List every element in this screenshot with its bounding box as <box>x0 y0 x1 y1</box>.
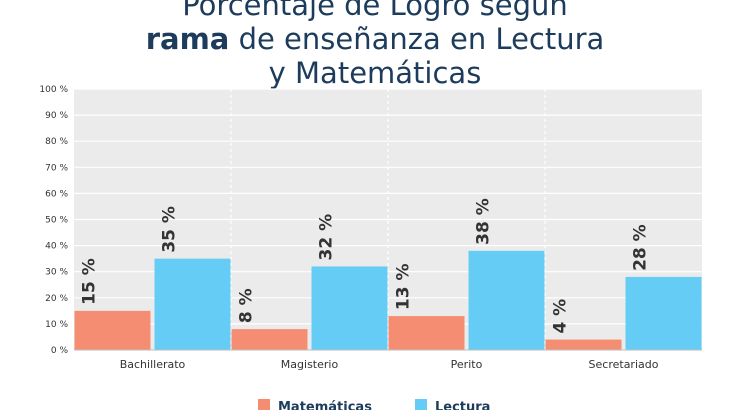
y-tick-label: 40 % <box>45 242 68 252</box>
y-tick-label: 10 % <box>45 320 68 330</box>
x-tick-label: Magisterio <box>281 358 339 371</box>
chart-title: Porcentaje de Logro según rama de enseña… <box>0 0 750 90</box>
bar-lectura <box>468 250 545 350</box>
data-label: 32 % <box>317 214 337 261</box>
y-tick-label: 0 % <box>51 346 69 356</box>
title-line-2-rest: de enseñanza en Lectura <box>229 22 605 56</box>
title-line-1: Porcentaje de Logro según <box>182 0 568 22</box>
legend-swatch <box>258 399 270 410</box>
y-tick-label: 60 % <box>45 189 68 199</box>
data-label: 38 % <box>474 198 494 245</box>
bar-matematicas <box>545 339 622 350</box>
legend-label: Matemáticas <box>278 400 372 410</box>
data-label: 15 % <box>80 258 100 305</box>
legend-label: Lectura <box>435 400 490 410</box>
x-tick-label: Bachillerato <box>120 358 186 371</box>
y-tick-label: 30 % <box>45 268 68 278</box>
data-label: 35 % <box>160 206 180 253</box>
y-tick-label: 70 % <box>45 163 68 173</box>
title-line-2: rama de enseñanza en Lectura <box>0 22 750 56</box>
bar-lectura <box>311 266 388 350</box>
bar-matematicas <box>231 329 308 350</box>
data-label: 4 % <box>551 299 571 334</box>
title-bold-word: rama <box>145 22 230 56</box>
legend-swatch <box>415 399 427 410</box>
x-tick-label: Perito <box>451 358 483 371</box>
x-tick-label: Secretariado <box>589 358 659 371</box>
bar-matematicas <box>388 316 465 350</box>
data-label: 8 % <box>237 288 257 323</box>
y-tick-label: 20 % <box>45 294 68 304</box>
data-label: 28 % <box>631 224 651 271</box>
y-tick-label: 80 % <box>45 137 68 147</box>
bar-lectura <box>154 258 231 350</box>
data-label: 13 % <box>394 263 414 310</box>
title-line-3: y Matemáticas <box>268 56 482 90</box>
y-tick-label: 100 % <box>39 85 68 95</box>
bar-matematicas <box>74 310 151 350</box>
y-tick-label: 90 % <box>45 111 68 121</box>
bar-lectura <box>625 276 702 350</box>
y-tick-label: 50 % <box>45 216 68 226</box>
